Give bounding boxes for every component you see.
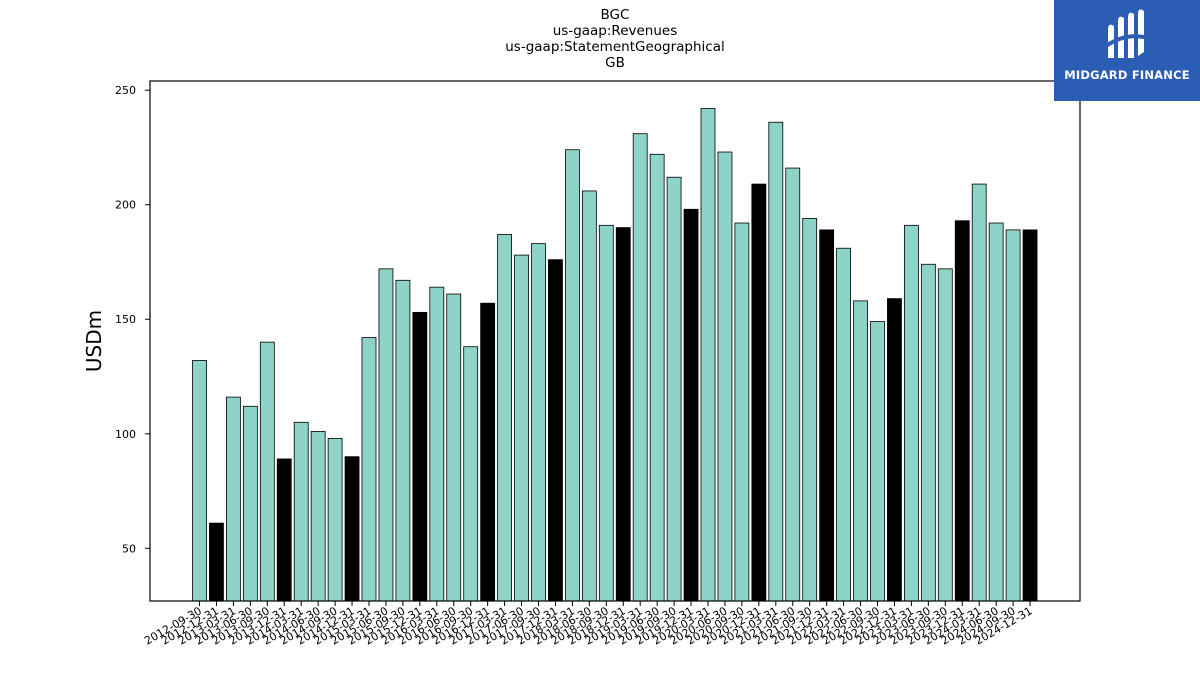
y-tick-label: 150 [115,313,136,326]
bar-2023-03-31 [904,224,919,602]
bar-2016-03-31 [429,286,445,602]
bar-2018-06-30 [581,190,597,602]
bar-2014-12-31 [344,456,360,602]
bar-2016-06-30 [446,293,462,602]
bar-2020-12-31 [751,183,767,602]
bar-2018-12-31 [615,227,631,602]
midgard-finance-logo: MIDGARD FINANCE [1054,0,1200,101]
bar-2017-09-30 [531,243,546,602]
title-line-concept: us-gaap:Revenues [552,23,678,39]
bar-2024-12-31 [1022,229,1038,602]
bar-2015-06-30 [378,268,394,602]
bar-2021-03-31 [768,121,784,602]
bar-2016-12-31 [480,302,496,602]
bar-2017-12-31 [548,259,563,602]
logo-text: MIDGARD FINANCE [1064,68,1190,82]
bar-2024-09-30 [1005,229,1021,602]
y-tick-label: 200 [115,199,136,212]
bar-2022-09-30 [870,321,885,602]
midgard-logo-icon [1104,9,1149,59]
y-tick-label: 50 [122,542,136,555]
bar-2014-09-30 [327,437,343,602]
chart-title: BGC us-gaap:Revenues us-gaap:StatementGe… [415,7,815,71]
bar-2023-09-30 [937,268,953,602]
bar-2019-06-30 [649,153,665,602]
bars-group [192,108,1038,602]
bar-2013-12-31 [276,458,292,602]
x-axis: 2012-09-302012-12-312013-03-312013-06-30… [142,601,1035,648]
bar-2019-09-30 [666,176,682,602]
bar-2021-12-31 [819,229,835,602]
bar-2023-06-30 [920,263,936,602]
bar-2022-06-30 [853,300,868,602]
bar-2014-03-31 [293,421,309,602]
bar-2017-06-30 [514,254,529,602]
bar-2021-06-30 [785,167,801,602]
bar-2022-12-31 [887,298,902,602]
bar-2012-09-30 [192,360,207,602]
title-line-ticker: BGC [600,7,630,23]
bar-2017-03-31 [497,234,513,602]
bar-2013-09-30 [259,341,275,602]
bar-2015-12-31 [412,311,428,602]
bar-2013-06-30 [242,405,258,602]
bar-2023-12-31 [954,220,970,602]
bar-2015-03-31 [361,337,377,602]
bar-2019-12-31 [683,208,699,602]
bar-2015-09-30 [395,279,411,602]
bar-2020-06-30 [717,151,733,602]
bar-2019-03-31 [632,133,648,602]
plot-frame [149,80,1081,602]
bar-2024-06-30 [988,222,1004,602]
bar-2018-03-31 [565,149,580,602]
y-axis-label: USDm [82,310,106,372]
bar-2014-06-30 [310,431,326,602]
bar-2018-09-30 [598,224,614,602]
bar-2024-03-31 [971,183,987,602]
y-tick-label: 100 [115,428,136,441]
bar-2022-03-31 [836,247,851,602]
bar-2021-09-30 [802,218,818,602]
bar-2016-09-30 [463,346,479,602]
title-line-axis: us-gaap:StatementGeographical [505,39,725,55]
title-line-member: GB [605,55,625,71]
y-tick-label: 250 [115,84,136,97]
bar-2020-09-30 [734,222,750,602]
bar-2013-03-31 [225,396,241,602]
bar-2020-03-31 [700,108,716,602]
y-axis: 50 100 150 200 250 [115,84,150,555]
bar-2012-12-31 [209,522,224,602]
